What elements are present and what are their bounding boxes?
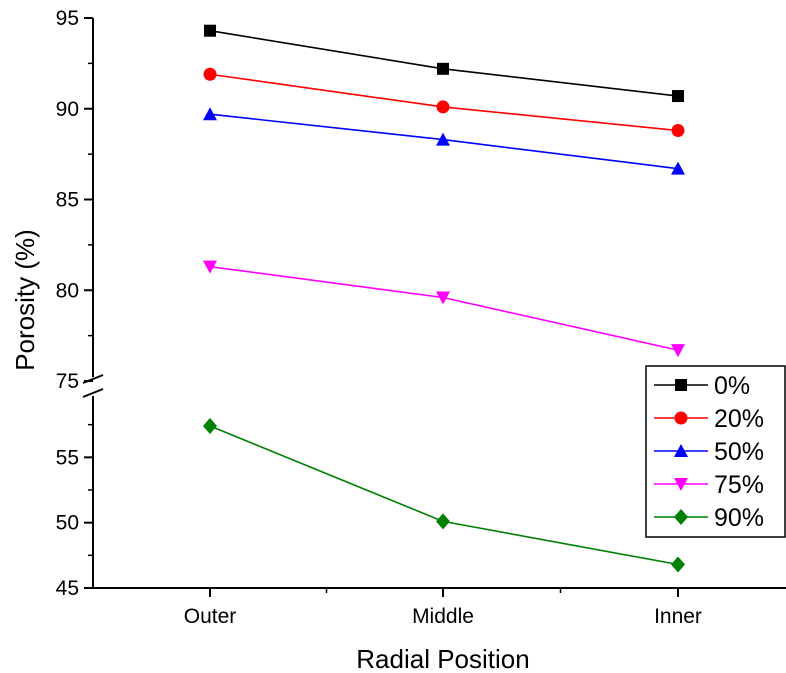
x-tick-label: Middle bbox=[412, 605, 474, 628]
legend-item: 75% bbox=[654, 471, 764, 499]
x-tick-label: Outer bbox=[184, 605, 237, 628]
data-point bbox=[204, 24, 216, 37]
data-point bbox=[203, 260, 217, 274]
y-tick-label: 95 bbox=[56, 7, 79, 30]
series-50% bbox=[203, 107, 685, 175]
data-point bbox=[671, 161, 685, 175]
series-75% bbox=[203, 260, 685, 358]
y-tick-label: 45 bbox=[56, 577, 79, 600]
legend-marker bbox=[674, 444, 688, 457]
axis-break-mark bbox=[82, 388, 104, 398]
y-tick-label: 90 bbox=[56, 98, 79, 121]
y-tick-label: 55 bbox=[56, 446, 79, 469]
y-tick-label: 50 bbox=[56, 512, 79, 535]
x-tick-label: Inner bbox=[654, 605, 702, 628]
series-90% bbox=[203, 417, 685, 573]
series-layer bbox=[203, 24, 685, 573]
series-line bbox=[209, 265, 679, 351]
data-point bbox=[671, 124, 685, 138]
data-point bbox=[436, 100, 450, 114]
data-point bbox=[672, 90, 684, 103]
series-line bbox=[209, 425, 679, 566]
legend-label: 50% bbox=[714, 438, 764, 466]
y-tick-label: 75 bbox=[56, 370, 79, 393]
y-tick-label: 85 bbox=[56, 189, 79, 212]
data-point bbox=[671, 344, 685, 358]
data-point bbox=[671, 556, 685, 573]
data-point bbox=[203, 67, 217, 81]
axes: 75 80 85 90 95 45 50 55 Outer Middle Inner bbox=[56, 7, 786, 628]
legend-item: 50% bbox=[654, 438, 764, 466]
data-point bbox=[436, 132, 450, 146]
data-point bbox=[437, 62, 449, 75]
legend-label: 0% bbox=[714, 372, 750, 400]
legend-item: 90% bbox=[654, 504, 764, 532]
data-point bbox=[203, 417, 217, 434]
legend-label: 90% bbox=[714, 504, 764, 532]
legend-marker bbox=[674, 509, 688, 525]
legend-marker bbox=[675, 379, 687, 391]
y-axis-title: Porosity (%) bbox=[10, 229, 40, 371]
data-point bbox=[436, 291, 450, 305]
series-0% bbox=[204, 24, 684, 103]
legend-label: 20% bbox=[714, 405, 764, 433]
legend-item: 0% bbox=[654, 372, 750, 400]
data-point bbox=[203, 107, 217, 121]
data-point bbox=[436, 513, 450, 530]
x-axis-title: Radial Position bbox=[356, 644, 529, 673]
legend-item: 20% bbox=[654, 405, 764, 433]
legend-marker bbox=[674, 478, 688, 491]
legend-marker bbox=[674, 411, 688, 425]
series-20% bbox=[203, 67, 685, 138]
y-tick-label: 80 bbox=[56, 279, 79, 302]
legend-label: 75% bbox=[714, 471, 764, 499]
legend: 0% 20% 50% 75% 90% bbox=[645, 365, 786, 538]
